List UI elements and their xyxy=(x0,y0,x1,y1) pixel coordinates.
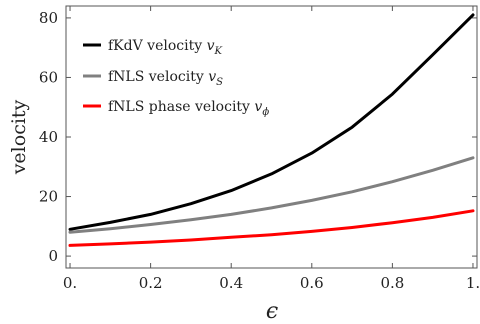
y-tick-label: 0 xyxy=(48,247,58,265)
legend-item: fKdV velocity vK xyxy=(83,38,223,57)
axis-ticks xyxy=(66,6,477,268)
legend-series-name: fKdV velocity xyxy=(108,38,207,54)
legend-series-name: fNLS phase velocity xyxy=(108,99,254,115)
series-lines xyxy=(68,13,475,247)
legend-subscript: ϕ xyxy=(262,107,269,118)
y-tick-label: 80 xyxy=(39,9,58,27)
legend-series-name: fNLS velocity xyxy=(108,69,208,85)
series-line-1 xyxy=(68,156,475,234)
y-axis-title: velocity xyxy=(8,99,30,175)
x-axis-title: ϵ xyxy=(266,299,278,324)
tick-labels: 0. 0.2 0.4 0.6 0.8 1. 0 20 40 60 80 xyxy=(39,9,480,292)
series-line-2 xyxy=(68,209,475,247)
x-tick-label: 0.2 xyxy=(139,274,163,292)
legend-symbol: v xyxy=(254,99,262,115)
legend-symbol: v xyxy=(208,69,216,85)
x-tick-label: 1. xyxy=(466,274,480,292)
x-tick-label: 0. xyxy=(63,274,77,292)
legend-item: fNLS phase velocity vϕ xyxy=(83,99,269,118)
legend-subscript: S xyxy=(216,77,223,88)
x-tick-label: 0.6 xyxy=(300,274,324,292)
legend-label: fNLS velocity vS xyxy=(108,69,223,88)
y-tick-label: 40 xyxy=(39,128,58,146)
legend-item: fNLS velocity vS xyxy=(83,69,223,88)
x-tick-label: 0.4 xyxy=(219,274,243,292)
legend-label: fKdV velocity vK xyxy=(108,38,223,57)
x-tick-label: 0.8 xyxy=(380,274,404,292)
legend-label: fNLS phase velocity vϕ xyxy=(108,99,269,118)
y-tick-label: 60 xyxy=(39,68,58,86)
y-tick-label: 20 xyxy=(39,188,58,206)
legend-symbol: v xyxy=(207,38,215,54)
legend-subscript: K xyxy=(214,46,223,57)
series-line-0 xyxy=(68,13,475,231)
